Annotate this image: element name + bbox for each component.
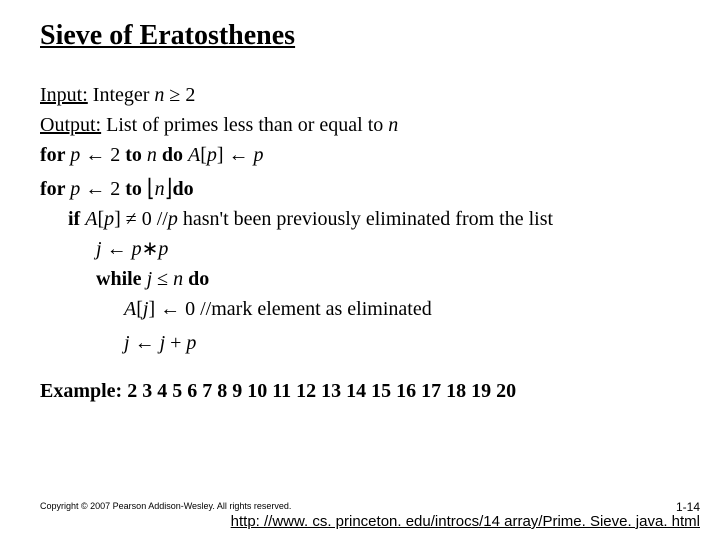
bracket-arrow: ] ← [217,144,254,166]
arrow: ← [130,332,160,354]
var-p2: p [207,144,217,166]
j-assign-line: j ← p∗p [40,234,680,264]
plus: + [165,332,186,354]
var-p2: p [158,238,168,260]
arr-a: A [188,144,200,166]
slide-title: Sieve of Eratosthenes [40,20,680,52]
output-line: Output: List of primes less than or equa… [40,110,680,140]
input-line: Input: Integer n ≥ 2 [40,80,680,110]
do-keyword: do [172,178,193,200]
input-condition: ≥ 2 [164,84,195,106]
output-label: Output: [40,114,101,136]
if-keyword: if [68,208,85,230]
footer: 1-14 Copyright © 2007 Pearson Addison-We… [40,501,700,530]
for-keyword: for [40,144,70,166]
var-p: p [70,178,80,200]
do-keyword: do [162,144,188,166]
page-number: 1-14 [676,500,700,514]
bracket: [ [200,144,207,166]
mark-rest: ] ← 0 //mark element as eliminated [148,298,431,320]
arr-a: A [124,298,136,320]
example-line: Example: 2 3 4 5 6 7 8 9 10 11 12 13 14 … [40,380,680,403]
for-loop-2: for p ← 2 to ⌊n⌋ do [40,174,680,204]
arrow: ← [102,238,132,260]
neq-comment: ] ≠ 0 // [114,208,168,230]
le: ≤ [152,268,173,290]
do-keyword: do [188,268,209,290]
while-line: while j ≤ n do [40,264,680,294]
algorithm-body: Input: Integer n ≥ 2 Output: List of pri… [40,80,680,358]
example-label: Example: [40,380,127,402]
example-numbers: 2 3 4 5 6 7 8 9 10 11 12 13 14 15 16 17 … [127,380,516,402]
while-keyword: while [96,268,147,290]
to-keyword: to [125,178,147,200]
mark-line: A[j] ← 0 //mark element as eliminated [40,294,680,324]
output-var-n: n [388,114,398,136]
to-keyword: to [125,144,147,166]
slide: Sieve of Eratosthenes Input: Integer n ≥… [0,0,720,540]
var-p: p [70,144,80,166]
bracket: [ [136,298,143,320]
copyright-text: Copyright © 2007 Pearson Addison-Wesley.… [40,501,700,511]
output-rest: List of primes less than or equal to [101,114,388,136]
star: ∗ [142,238,159,260]
floor-right-icon: ⌋ [165,171,173,207]
var-p-comment: p [168,208,178,230]
var-p: p [104,208,114,230]
var-n: n [173,268,188,290]
var-n: n [147,144,162,166]
reference-url[interactable]: http: //www. cs. princeton. edu/introcs/… [40,513,700,530]
var-p: p [186,332,196,354]
floor-left-icon: ⌊ [147,171,155,207]
for-loop-1: for p ← 2 to n do A[p] ← p [40,140,680,170]
var-n: n [155,178,165,200]
rhs-p: p [254,144,264,166]
var-p: p [132,238,142,260]
comment-rest: hasn't been previously eliminated from t… [178,208,553,230]
input-var-n: n [154,84,164,106]
arr-a: A [85,208,97,230]
increment-line: j ← j + p [40,328,680,358]
input-label: Input: [40,84,88,106]
input-rest: Integer [88,84,155,106]
if-line: if A[p] ≠ 0 //p hasn't been previously e… [40,204,680,234]
arrow-text: ← 2 [80,144,125,166]
arrow-text: ← 2 [80,178,125,200]
for-keyword: for [40,178,70,200]
